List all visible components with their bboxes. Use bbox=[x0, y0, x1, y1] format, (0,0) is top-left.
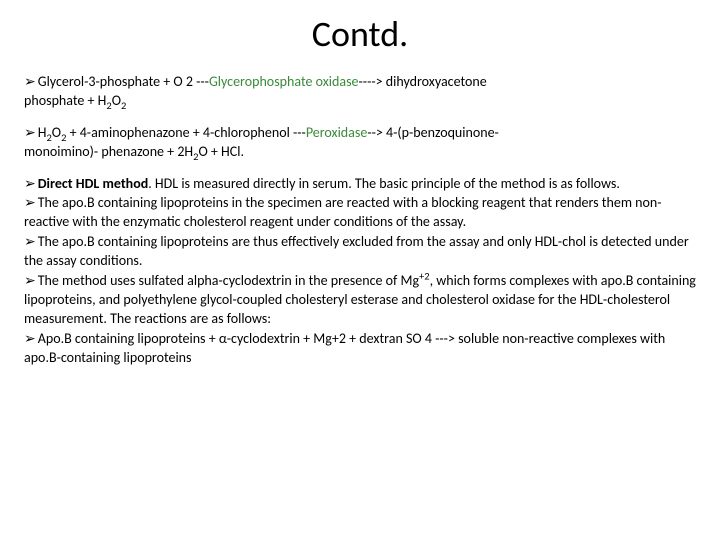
reaction-1-post1: ----> dihydroxyacetone bbox=[359, 73, 487, 90]
sub-2b: 2 bbox=[121, 99, 126, 112]
reaction-2-pre2: O bbox=[52, 124, 61, 141]
reaction-2-l2b: O + HCl. bbox=[198, 143, 244, 160]
reaction-1-pre: Glycerol-3-phosphate + O 2 --- bbox=[38, 73, 209, 90]
method-title: Direct HDL method bbox=[38, 175, 149, 192]
reaction-1-l2b: O bbox=[112, 92, 121, 109]
reaction-2-line-2: monoimino)- phenazone + 2H2O + HCl. bbox=[24, 143, 696, 162]
reaction-1-l2a: phosphate + H bbox=[24, 92, 106, 109]
reaction-2-post: --> 4-(p-benzoquinone- bbox=[367, 124, 499, 141]
slide-title: Contd. bbox=[24, 12, 696, 56]
bullet-icon: ➢ bbox=[24, 232, 36, 251]
reaction-2: ➢H2O2 + 4-aminophenazone + 4-chloropheno… bbox=[24, 123, 696, 162]
method-text-3: The apo.B containing lipoproteins are th… bbox=[24, 233, 689, 269]
bullet-icon: ➢ bbox=[24, 271, 36, 290]
bullet-icon: ➢ bbox=[24, 329, 36, 348]
reaction-2-enzyme: Peroxidase bbox=[306, 124, 367, 141]
bullet-icon: ➢ bbox=[24, 174, 36, 193]
method-text-5: Apo.B containing lipoproteins + α-cyclod… bbox=[24, 330, 665, 366]
slide-content: ➢Glycerol-3-phosphate + O 2 ---Glyceroph… bbox=[24, 72, 696, 367]
reaction-2-l2a: monoimino)- phenazone + 2H bbox=[24, 143, 193, 160]
method-text-1: . HDL is measured directly in serum. The… bbox=[148, 175, 620, 192]
bullet-icon: ➢ bbox=[24, 193, 36, 212]
bullet-icon: ➢ bbox=[24, 72, 36, 91]
slide: Contd. ➢Glycerol-3-phosphate + O 2 ---Gl… bbox=[0, 0, 720, 540]
reaction-1: ➢Glycerol-3-phosphate + O 2 ---Glyceroph… bbox=[24, 72, 696, 111]
reaction-1-line-1: ➢Glycerol-3-phosphate + O 2 ---Glyceroph… bbox=[24, 72, 696, 92]
method-text-4a: The method uses sulfated alpha-cyclodext… bbox=[38, 272, 419, 289]
method-paragraph: ➢Direct HDL method. HDL is measured dire… bbox=[24, 174, 696, 368]
method-text-2: The apo.B containing lipoproteins in the… bbox=[24, 194, 662, 230]
reaction-1-line-2: phosphate + H2O2 bbox=[24, 92, 696, 111]
sup-plus2: +2 bbox=[419, 269, 430, 282]
bullet-icon: ➢ bbox=[24, 123, 36, 142]
reaction-2-line-1: ➢H2O2 + 4-aminophenazone + 4-chloropheno… bbox=[24, 123, 696, 143]
reaction-2-pre3: + 4-aminophenazone + 4-chlorophenol --- bbox=[66, 124, 305, 141]
reaction-1-enzyme: Glycerophosphate oxidase bbox=[209, 73, 359, 90]
